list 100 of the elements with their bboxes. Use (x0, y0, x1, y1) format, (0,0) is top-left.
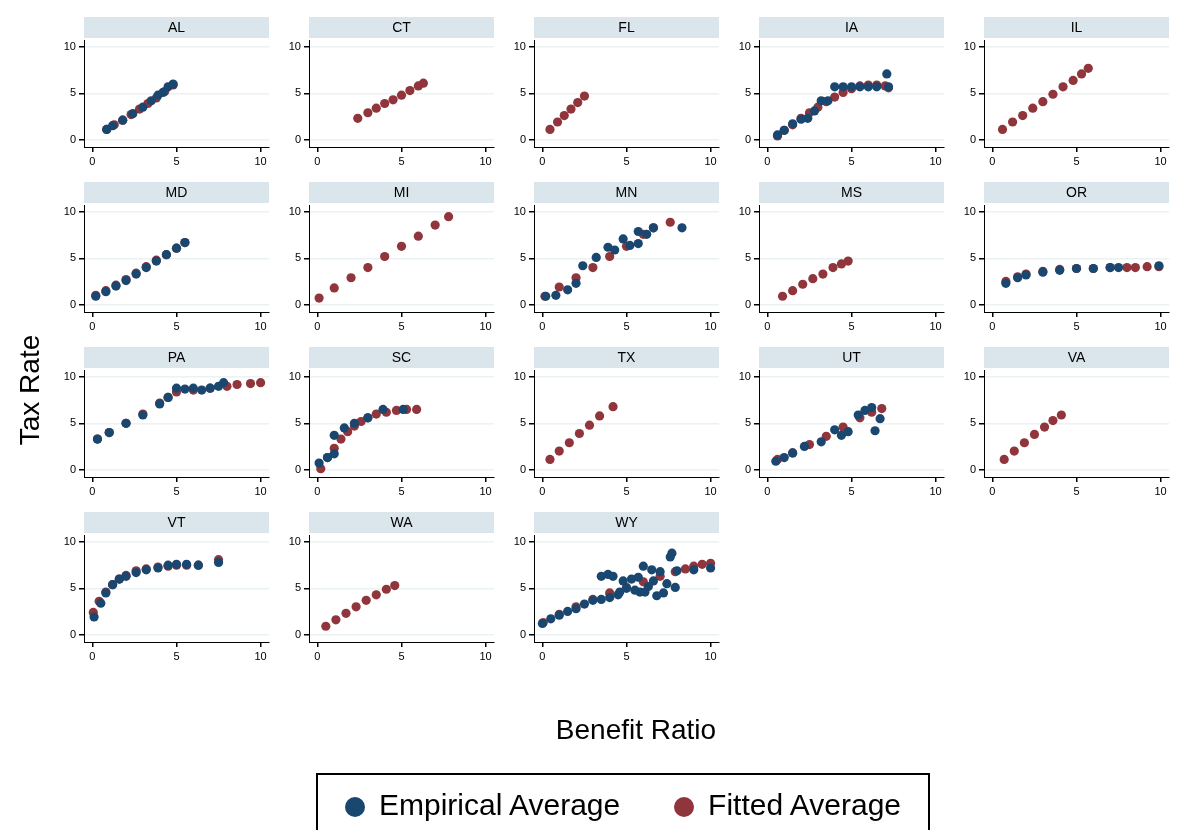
y-tick-label: 10 (63, 535, 76, 548)
y-tick-label: 10 (288, 535, 301, 548)
x-tick-label: 5 (1073, 484, 1080, 497)
x-tick-label: 0 (89, 484, 96, 497)
chart-title: OR (984, 182, 1169, 203)
x-tick-label: 0 (539, 649, 546, 662)
y-tick-label: 10 (738, 40, 751, 53)
x-tick-label: 10 (479, 319, 492, 332)
y-tick-label: 0 (69, 462, 76, 475)
y-tick-label: 5 (69, 416, 76, 429)
legend-label: Empirical Average (378, 788, 621, 821)
x-tick-label: 5 (173, 484, 180, 497)
y-tick-label: 0 (519, 462, 526, 475)
x-tick-label: 0 (314, 154, 321, 167)
y-tick-label: 0 (519, 627, 526, 640)
x-tick-label: 5 (173, 319, 180, 332)
chart-title: AL (84, 17, 269, 38)
y-tick-label: 5 (69, 581, 76, 594)
y-tick-label: 0 (744, 462, 751, 475)
x-tick-label: 10 (929, 319, 942, 332)
y-tick-label: 0 (69, 297, 76, 310)
chart-title: IA (759, 17, 944, 38)
y-tick-label: 5 (744, 86, 751, 99)
y-tick-label: 0 (519, 297, 526, 310)
chart-title: MS (759, 182, 944, 203)
x-tick-label: 0 (764, 484, 771, 497)
x-tick-label: 0 (989, 154, 996, 167)
x-tick-label: 5 (848, 154, 855, 167)
chart-title: VA (984, 347, 1169, 368)
chart-title: MI (309, 182, 494, 203)
x-tick-label: 0 (89, 649, 96, 662)
chart-title: MN (534, 182, 719, 203)
y-tick-label: 0 (294, 462, 301, 475)
x-tick-label: 5 (623, 649, 630, 662)
y-tick-label: 5 (294, 86, 301, 99)
y-tick-label: 10 (288, 370, 301, 383)
x-tick-label: 5 (173, 154, 180, 167)
x-tick-label: 10 (1154, 154, 1167, 167)
x-tick-label: 10 (704, 649, 717, 662)
x-tick-label: 10 (254, 649, 267, 662)
x-tick-label: 5 (398, 319, 405, 332)
x-tick-label: 0 (989, 484, 996, 497)
y-tick-label: 5 (294, 581, 301, 594)
y-tick-label: 0 (969, 132, 976, 145)
x-tick-label: 0 (764, 154, 771, 167)
chart-title: WA (309, 512, 494, 533)
x-tick-label: 0 (764, 319, 771, 332)
chart-title: UT (759, 347, 944, 368)
y-tick-label: 5 (519, 416, 526, 429)
y-tick-label: 5 (744, 251, 751, 264)
x-tick-label: 10 (479, 484, 492, 497)
x-tick-label: 10 (704, 484, 717, 497)
x-tick-label: 5 (398, 649, 405, 662)
y-tick-label: 0 (294, 297, 301, 310)
y-tick-label: 0 (744, 132, 751, 145)
x-tick-label: 5 (848, 319, 855, 332)
y-tick-label: 0 (519, 132, 526, 145)
y-tick-label: 5 (744, 416, 751, 429)
y-tick-label: 10 (288, 205, 301, 218)
y-tick-label: 10 (63, 40, 76, 53)
x-tick-label: 10 (254, 484, 267, 497)
y-tick-label: 5 (294, 416, 301, 429)
chart-title: SC (309, 347, 494, 368)
y-tick-label: 10 (963, 205, 976, 218)
y-tick-label: 5 (69, 86, 76, 99)
x-tick-label: 0 (314, 484, 321, 497)
y-tick-label: 5 (969, 251, 976, 264)
x-tick-label: 10 (1154, 484, 1167, 497)
chart-title: MD (84, 182, 269, 203)
x-axis-title: Benefit Ratio (555, 714, 717, 746)
chart-title: TX (534, 347, 719, 368)
chart-title: WY (534, 512, 719, 533)
y-tick-label: 10 (513, 370, 526, 383)
y-tick-label: 10 (738, 370, 751, 383)
x-tick-label: 10 (254, 154, 267, 167)
y-tick-label: 10 (63, 205, 76, 218)
x-tick-label: 5 (623, 154, 630, 167)
x-tick-label: 10 (929, 154, 942, 167)
chart-title: VT (84, 512, 269, 533)
x-tick-label: 10 (254, 319, 267, 332)
x-tick-label: 0 (539, 484, 546, 497)
x-tick-label: 5 (1073, 154, 1080, 167)
x-tick-label: 0 (539, 319, 546, 332)
y-tick-label: 10 (738, 205, 751, 218)
y-tick-label: 5 (519, 581, 526, 594)
legend-label: Fitted Average (708, 788, 902, 821)
y-tick-label: 0 (744, 297, 751, 310)
x-tick-label: 5 (1073, 319, 1080, 332)
x-tick-label: 10 (704, 154, 717, 167)
y-axis-title: Tax Rate (14, 334, 46, 446)
y-tick-label: 10 (63, 370, 76, 383)
y-tick-label: 0 (969, 462, 976, 475)
y-tick-label: 5 (519, 86, 526, 99)
y-tick-label: 0 (294, 132, 301, 145)
y-tick-label: 10 (963, 370, 976, 383)
x-tick-label: 10 (929, 484, 942, 497)
y-tick-label: 10 (963, 40, 976, 53)
x-tick-label: 0 (314, 319, 321, 332)
y-tick-label: 5 (969, 416, 976, 429)
y-tick-label: 0 (969, 297, 976, 310)
